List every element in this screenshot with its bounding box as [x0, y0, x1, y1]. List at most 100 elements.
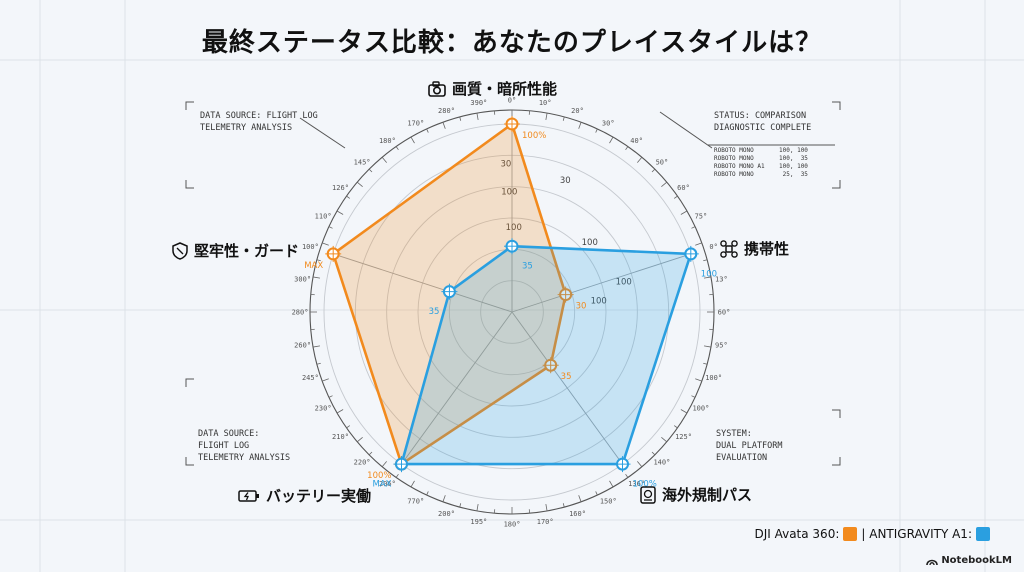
panel-data-source-bottom: DATA SOURCE: FLIGHT LOG TELEMETRY ANALYS… [198, 429, 291, 463]
panel-status: STATUS: COMPARISON DIAGNOSTIC COMPLETE [714, 111, 812, 133]
ring-tick [691, 226, 696, 229]
ring-tick-label: 770° [407, 497, 424, 505]
ring-tick [695, 378, 702, 382]
ring-tick [703, 345, 712, 348]
ring-tick [357, 437, 363, 443]
ring-tick [442, 122, 446, 129]
ring-tick [661, 437, 667, 443]
ring-tick [459, 503, 462, 508]
ring-tick-label: 50° [656, 159, 669, 167]
ring-tick-label: 13° [715, 275, 728, 283]
ring-tick [609, 136, 614, 144]
spoke-2 [511, 311, 623, 465]
ring-tick [346, 195, 351, 199]
ring-tick-label: 150° [600, 497, 617, 505]
series-1-label-2: 100% [633, 479, 657, 489]
ring-tick-label: 0° [709, 243, 717, 251]
series-1-label-3: MAX [373, 479, 392, 489]
ring-tick [368, 168, 373, 173]
series-0-label-1: 30 [576, 302, 587, 312]
ring-tick [476, 503, 479, 512]
axis-label-portability: 携帯性 [720, 238, 789, 259]
ring-tick [381, 461, 387, 467]
ring-tick-label: 60° [718, 309, 731, 317]
ring-tick-label: 10° [539, 99, 552, 107]
ring-tick-label: 75° [695, 212, 708, 220]
ring-tick [703, 276, 712, 279]
legend: DJI Avata 360: | ANTIGRAVITY A1: [754, 527, 990, 541]
axis-1-text: 携帯性 [744, 240, 790, 258]
ring-tick [595, 128, 598, 133]
ring-tick [336, 210, 344, 215]
ring-tick [609, 480, 614, 488]
grid-label: 30 [560, 176, 571, 186]
legend-anti-label: | ANTIGRAVITY A1: [861, 527, 972, 541]
grid-label: 100 [506, 223, 522, 233]
series-1-point-0 [504, 238, 520, 255]
axis-2-text: 海外規制パス [662, 486, 753, 504]
grid-label: 100 [501, 187, 517, 197]
ring-tick-label: 300° [294, 275, 311, 283]
ring-tick-label: 180° [504, 521, 521, 529]
ring-tick-label: 245° [302, 374, 319, 382]
ring-tick [328, 395, 333, 398]
battery-icon [238, 489, 259, 502]
ring-tick [476, 112, 479, 121]
axis-label-image-quality: 画質・暗所性能 [428, 78, 557, 99]
ring-tick [410, 480, 415, 488]
drone-icon [720, 239, 738, 258]
series-0-label-4: MAX [304, 261, 323, 271]
ring-tick [410, 136, 415, 144]
spoke-4 [333, 253, 513, 313]
ring-tick-label: 195° [470, 518, 487, 526]
ring-tick-label: 140° [653, 458, 670, 466]
ring-tick [328, 226, 333, 229]
ring-tick [637, 157, 643, 163]
ring-tick-label: 220° [354, 458, 371, 466]
series-1-point-4 [441, 283, 458, 300]
ring-tick [562, 503, 565, 508]
ring-tick [395, 473, 399, 478]
ring-tick [316, 362, 321, 365]
series-0-point-0 [504, 116, 520, 132]
series-1-label-1: 100 [701, 269, 717, 279]
ring-tick [312, 345, 321, 348]
ring-tick-label: 160° [569, 510, 586, 518]
axis-0-text: 画質・暗所性能 [452, 80, 558, 98]
grid-label: 100 [591, 296, 607, 306]
legend-dji-label: DJI Avata 360: [754, 527, 840, 541]
ring-tick-label: 136° [628, 480, 645, 488]
series-0-label-0: 100% [522, 131, 546, 141]
ring-tick [625, 473, 629, 478]
ring-tick [545, 112, 548, 121]
ring-tick-label: 280° [292, 309, 309, 317]
ring-tick [459, 116, 462, 121]
ring-tick [578, 122, 582, 129]
series-1-point-3 [393, 456, 410, 473]
ring-tick [637, 461, 643, 467]
camera-icon [428, 80, 446, 97]
ring-tick-label: 95° [715, 342, 728, 350]
ring-tick [346, 425, 351, 429]
panel-font-list: ROBOTO MONO 100, 100 ROBOTO MONO 100, 35… [714, 147, 808, 178]
ring-tick-label: 100° [692, 405, 709, 413]
axis-label-regulation: 海外規制パス [640, 484, 752, 505]
shield-icon [172, 241, 188, 260]
ring-tick [578, 495, 582, 502]
ring-tick-label: 260° [294, 342, 311, 350]
series-0-label-2: 35 [561, 372, 572, 382]
axis-label-battery: バッテリー実働 [238, 485, 371, 506]
ring-tick [426, 128, 429, 133]
ring-tick-label: 206° [379, 480, 396, 488]
ring-tick [562, 116, 565, 121]
grid-label: 100 [616, 278, 632, 288]
legend-anti-swatch [976, 527, 990, 541]
ring-tick [703, 362, 708, 365]
spoke-1 [511, 253, 691, 313]
ring-tick [442, 495, 446, 502]
ring-tick-label: 126° [332, 184, 349, 192]
series-1-point-2 [614, 456, 631, 473]
ring-tick [673, 195, 678, 199]
ring-tick-label: 100° [302, 243, 319, 251]
ring-tick [703, 259, 708, 262]
